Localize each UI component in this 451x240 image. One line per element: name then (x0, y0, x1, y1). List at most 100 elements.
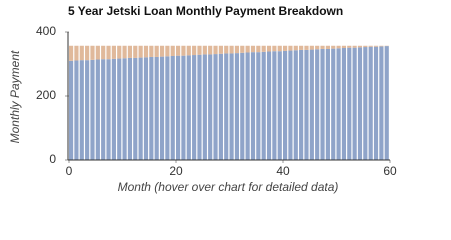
bar-segment (74, 45, 79, 61)
bar-segment (363, 47, 368, 160)
bar-segment (331, 48, 336, 160)
bar-segment (165, 56, 170, 160)
bar-segment (288, 45, 293, 51)
x-tick-label: 60 (383, 164, 397, 178)
bar-segment (261, 45, 266, 52)
bar-segment (101, 45, 106, 60)
bar-segment (133, 45, 138, 58)
bar-segment (336, 45, 341, 49)
bar-segment (165, 45, 170, 57)
bar-segment (256, 45, 261, 53)
bar-segment (272, 45, 277, 52)
bar-segment (224, 53, 229, 160)
bar-segment (202, 54, 207, 160)
bar-segment (218, 53, 223, 161)
bar-segment (288, 50, 293, 161)
bar-segment (213, 45, 218, 55)
bar-segment (304, 49, 309, 160)
bar-segment (299, 45, 304, 50)
bar-segment (368, 45, 373, 47)
bar-segment (181, 55, 186, 160)
bar-segment (341, 45, 347, 48)
bar-segment (256, 52, 261, 160)
bar-segment (320, 45, 325, 49)
bar-segment (69, 60, 74, 160)
chart-title: 5 Year Jetski Loan Monthly Payment Break… (68, 4, 343, 18)
bar-segment (202, 45, 207, 55)
bar-segment (293, 45, 298, 51)
bar-segment (331, 45, 336, 49)
bar-segment (149, 56, 154, 160)
x-tick-label: 40 (276, 164, 290, 178)
bar-segment (143, 45, 149, 58)
bar-segment (283, 50, 288, 160)
bar-segment (363, 45, 368, 48)
bar-segment (186, 55, 191, 160)
bar-segment (299, 49, 304, 160)
bar-segment (213, 54, 218, 160)
bar-segment (79, 60, 84, 160)
bar-segment (250, 52, 256, 160)
bar-segment (106, 59, 111, 161)
bar-segment (261, 51, 266, 161)
bar-segment (347, 47, 352, 160)
bar-segment (283, 45, 288, 51)
bar-segment (379, 45, 384, 47)
bar-segment (277, 45, 282, 52)
bar-segment (74, 60, 79, 161)
bar-segment (111, 58, 116, 160)
bar-segment (352, 45, 357, 48)
bar-segment (181, 45, 186, 56)
bar-segment (272, 51, 277, 161)
bar-segment (117, 45, 122, 59)
bar-segment (373, 46, 379, 160)
bar-segment (347, 45, 352, 48)
bar-segment (315, 49, 320, 160)
bar-segment (218, 45, 223, 54)
bar-segment (122, 45, 127, 59)
bar-segment (122, 58, 127, 160)
bar-segment (79, 45, 84, 61)
bar-segment (277, 51, 282, 161)
y-tick-label: 400 (36, 24, 56, 38)
bar-segment (309, 45, 314, 50)
y-axis-label: Monthly Payment (8, 50, 22, 143)
bar-segment (357, 47, 363, 160)
bar-segment (240, 45, 245, 53)
bar-segment (101, 59, 106, 161)
bar-segment (373, 45, 379, 47)
y-tick-label: 200 (36, 88, 56, 102)
bar-segment (240, 52, 245, 160)
bar-segment (149, 45, 154, 57)
bar-segment (186, 45, 191, 56)
bar-segment (293, 50, 298, 160)
bar-segment (154, 56, 159, 160)
bar-segment (250, 45, 256, 53)
bar-segment (320, 48, 325, 160)
bar-segment (192, 55, 197, 160)
bar-segment (170, 56, 175, 160)
bar-segment (368, 46, 373, 160)
x-axis-label: Month (hover over chart for detailed dat… (118, 180, 339, 194)
bar-segment (159, 56, 165, 160)
bar-segment (229, 45, 234, 54)
bar-segment (379, 46, 384, 160)
bar-segment (197, 45, 202, 55)
bar-segment (234, 45, 240, 54)
bar-segment (304, 45, 309, 50)
bar-segment (95, 59, 100, 160)
bar-segment (208, 45, 213, 55)
bar-segment (176, 45, 181, 56)
bar-segment (197, 54, 202, 160)
bar-segment (266, 45, 272, 52)
bar-segment (138, 57, 143, 160)
bar-segment (325, 48, 330, 160)
bar-segment (245, 45, 250, 53)
bar-segment (85, 60, 90, 160)
bar-segment (90, 59, 95, 161)
bar-segment (106, 45, 111, 60)
bar-segment (85, 45, 90, 61)
bar-segment (127, 45, 133, 58)
chart: 5 Year Jetski Loan Monthly Payment Break… (8, 4, 397, 194)
bar-segment (245, 52, 250, 161)
